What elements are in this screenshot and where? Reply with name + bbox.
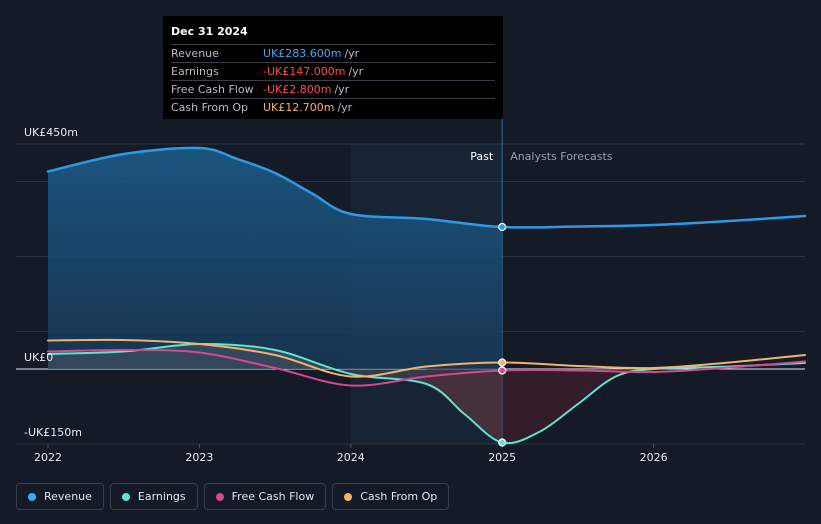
tooltip: Dec 31 2024 Revenue UK£283.600m /yr Earn…: [163, 16, 503, 119]
tooltip-unit: /yr: [344, 47, 360, 60]
tooltip-label: Cash From Op: [171, 101, 249, 114]
tooltip-value: UK£12.700m: [263, 101, 335, 114]
data-point-earnings: [498, 438, 507, 447]
legend-item-free-cash-flow[interactable]: Free Cash Flow: [203, 483, 327, 510]
tooltip-date: Dec 31 2024: [171, 25, 248, 38]
tooltip-unit: /yr: [337, 101, 353, 114]
y-tick-label: UK£450m: [24, 126, 78, 139]
x-tick-label: 2026: [640, 451, 668, 464]
legend-item-revenue[interactable]: Revenue: [16, 483, 104, 510]
series-line-free-cash-flow: [47, 348, 806, 387]
earnings-negative-area: [426, 369, 654, 444]
tooltip-row-cash-from-op: Cash From Op UK£12.700m /yr: [171, 98, 495, 116]
tooltip-unit: /yr: [348, 65, 364, 78]
legend-dot-icon: [28, 492, 36, 501]
legend-item-cash-from-op[interactable]: Cash From Op: [332, 483, 450, 510]
x-tick-label: 2025: [488, 451, 516, 464]
x-tick-label: 2024: [337, 451, 365, 464]
data-point-cash-from-op: [498, 358, 507, 367]
legend-label: Free Cash Flow: [231, 490, 315, 503]
data-point-free-cash-flow: [498, 366, 507, 375]
legend-label: Earnings: [137, 490, 186, 503]
tooltip-unit: /yr: [334, 83, 350, 96]
legend-dot-icon: [121, 492, 130, 501]
x-tick-label: 2022: [34, 451, 62, 464]
data-point-revenue: [498, 222, 507, 232]
earnings-area: [48, 343, 503, 443]
x-tick-label: 2023: [185, 451, 213, 464]
tooltip-value: -UK£2.800m: [263, 83, 332, 96]
forecast-label: Analysts Forecasts: [510, 150, 613, 163]
legend: Revenue Earnings Free Cash Flow Cash Fro…: [16, 483, 450, 510]
y-tick-label: -UK£150m: [24, 426, 82, 439]
tooltip-label: Revenue: [171, 47, 219, 60]
tooltip-row-free-cash-flow: Free Cash Flow -UK£2.800m /yr: [171, 80, 495, 98]
past-label: Past: [470, 150, 494, 163]
y-tick-label: UK£0: [24, 351, 53, 364]
legend-dot-icon: [215, 492, 224, 501]
series-line-cash-from-op: [47, 338, 806, 378]
legend-label: Revenue: [44, 490, 92, 503]
series-line-revenue: [46, 146, 807, 229]
tooltip-row-revenue: Revenue UK£283.600m /yr: [171, 44, 495, 62]
tooltip-value: -UK£147.000m: [263, 65, 346, 78]
legend-item-earnings[interactable]: Earnings: [109, 483, 198, 510]
tooltip-row-earnings: Earnings -UK£147.000m /yr: [171, 62, 495, 80]
tooltip-label: Free Cash Flow: [171, 83, 254, 96]
tooltip-label: Earnings: [171, 65, 219, 78]
revenue-area: [48, 147, 503, 369]
tooltip-value: UK£283.600m: [263, 47, 342, 60]
legend-dot-icon: [344, 492, 353, 501]
legend-label: Cash From Op: [360, 490, 438, 503]
